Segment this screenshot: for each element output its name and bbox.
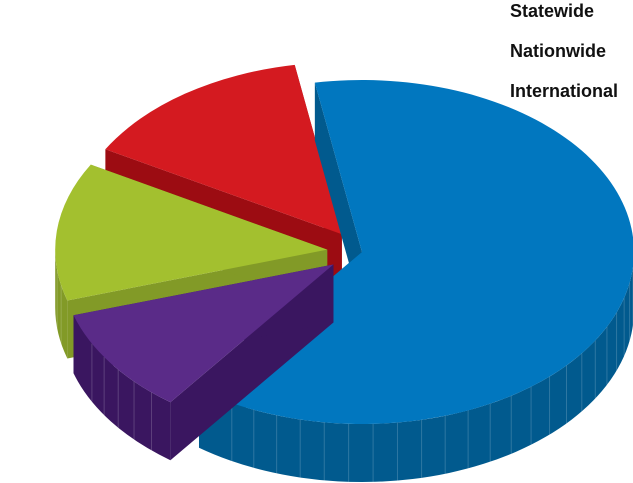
pie-slice-1 <box>73 264 334 461</box>
pie-slice-3-top <box>105 64 342 235</box>
pie-slice-0-side-start <box>314 82 362 310</box>
legend: Statewide Nationwide International <box>510 1 618 101</box>
pie-slice-2-outer-wall-0 <box>55 249 68 359</box>
pie-slice-1-top <box>73 264 334 403</box>
pie-slice-1-outer-wall-0 <box>73 315 171 461</box>
pie-slices <box>55 64 633 482</box>
legend-entry-statewide: Statewide <box>510 1 594 21</box>
pie-slice-0-outer-wall-0 <box>198 266 633 482</box>
legend-entry-international: International <box>510 81 618 101</box>
legend-entry-nationwide: Nationwide <box>510 41 606 61</box>
pie-slice-2-top <box>55 164 328 301</box>
